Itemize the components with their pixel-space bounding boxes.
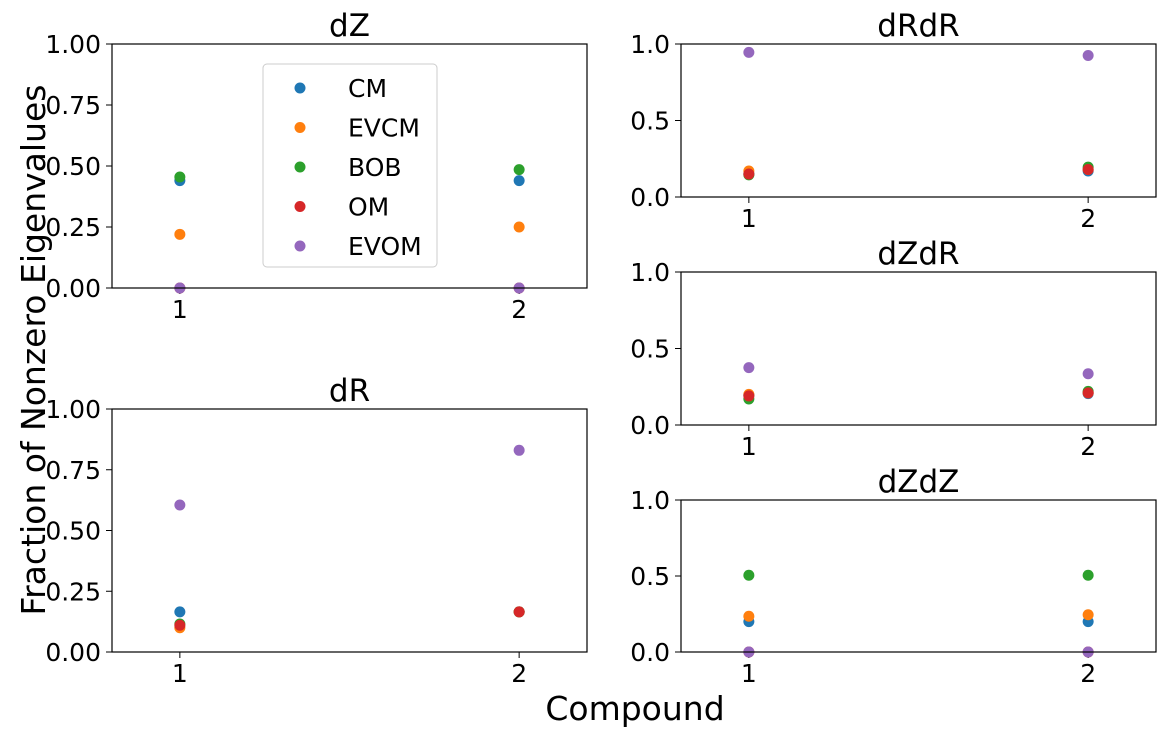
ytick-label: 0.0	[630, 638, 670, 667]
ytick-label: 0.25	[45, 213, 101, 242]
legend-marker-evcm	[294, 122, 306, 133]
ytick-label: 1.0	[630, 258, 670, 287]
point-evom-dR-2	[513, 444, 525, 456]
point-evcm-dZ-1	[174, 228, 186, 240]
ytick-label: 0.00	[45, 274, 101, 303]
ytick-label: 1.0	[630, 30, 670, 59]
point-evcm-dZ-2	[513, 221, 525, 233]
xtick-label: 2	[1080, 432, 1096, 461]
ytick-label: 0.25	[45, 577, 101, 606]
ytick-label: 0.0	[630, 183, 670, 212]
xtick-label: 1	[741, 659, 757, 688]
axes-frame-dZdR	[680, 271, 1157, 426]
figure-ylabel: Fraction of Nonzero Eigenvalues	[14, 85, 53, 616]
ytick-label: 0.00	[45, 638, 101, 667]
axes-frame-dR	[111, 408, 588, 653]
ytick-label: 0.50	[45, 517, 101, 546]
legend-marker-cm	[294, 82, 306, 94]
axes-frame-dZ	[111, 43, 588, 289]
legend-label-cm: CM	[348, 74, 387, 103]
xtick-label: 1	[172, 659, 188, 688]
point-evom-dRdR-2	[1082, 49, 1094, 61]
ytick-label: 0.75	[45, 456, 101, 485]
point-om-dR-1	[174, 619, 186, 631]
point-bob-dZdZ-2	[1082, 569, 1094, 581]
panel-title-dZdZ: dZdZ	[878, 464, 960, 500]
point-evom-dZdR-2	[1082, 368, 1094, 380]
point-evcm-dZdZ-1	[743, 610, 755, 622]
panel-title-dZ: dZ	[329, 8, 370, 44]
point-om-dRdR-2	[1082, 163, 1094, 175]
panel-title-dRdR: dRdR	[877, 8, 959, 44]
ytick-label: 0.50	[45, 152, 101, 181]
point-evom-dZdR-1	[743, 362, 755, 374]
ytick-label: 0.5	[630, 107, 670, 136]
point-evom-dRdR-1	[743, 46, 755, 58]
panels: dZ 0.00 0.25 0.50 0.75 1.00 1 2 dR 0.00 0.25 0.50 0.…	[45, 8, 1157, 688]
axes-frame-dZdZ	[680, 499, 1157, 653]
xtick-label: 2	[511, 295, 527, 324]
xtick-label: 1	[741, 432, 757, 461]
point-evcm-dZdZ-2	[1082, 609, 1094, 621]
panel-dR: dR 0.00 0.25 0.50 0.75 1.00 1 2	[45, 373, 588, 688]
point-bob-dZ-1	[174, 171, 186, 183]
point-om-dZdR-2	[1082, 387, 1094, 399]
xtick-label: 1	[172, 295, 188, 324]
ytick-label: 0.5	[630, 562, 670, 591]
ytick-label: 0.5	[630, 335, 670, 364]
xtick-label: 2	[511, 659, 527, 688]
legend-marker-evom	[294, 240, 306, 252]
point-bob-dZ-2	[513, 164, 525, 176]
xtick-label: 1	[741, 204, 757, 233]
axes-frame-dRdR	[680, 43, 1157, 198]
legend-label-evcm: EVCM	[348, 114, 420, 143]
point-om-dR-2	[513, 606, 525, 618]
panel-dZdZ: dZdZ 0.0 0.5 1.0 1 2	[630, 464, 1157, 688]
legend-marker-om	[294, 201, 306, 212]
point-cm-dZ-2	[513, 175, 525, 187]
figure-xlabel: Compound	[545, 689, 724, 728]
ytick-label: 1.0	[630, 486, 670, 515]
ytick-label: 0.75	[45, 91, 101, 120]
xtick-label: 2	[1080, 204, 1096, 233]
point-om-dRdR-1	[743, 168, 755, 180]
point-bob-dZdZ-1	[743, 569, 755, 581]
panel-dRdR: dRdR 0.0 0.5 1.0 1 2	[630, 8, 1157, 233]
panel-title-dR: dR	[329, 373, 370, 409]
legend-label-evom: EVOM	[348, 232, 422, 261]
xtick-label: 2	[1080, 659, 1096, 688]
point-om-dZdR-1	[743, 390, 755, 402]
point-evom-dR-1	[174, 499, 186, 511]
legend-label-om: OM	[348, 193, 389, 222]
legend-box	[262, 63, 438, 268]
panel-title-dZdR: dZdR	[877, 236, 959, 272]
ytick-label: 1.00	[45, 395, 101, 424]
panel-dZdR: dZdR 0.0 0.5 1.0 1 2	[630, 236, 1157, 461]
ytick-label: 0.0	[630, 411, 670, 440]
panel-dZ: dZ 0.00 0.25 0.50 0.75 1.00 1 2	[45, 8, 588, 324]
legend-marker-bob	[294, 161, 306, 173]
legend: CM EVCM BOB OM EVOM	[262, 63, 438, 268]
ytick-label: 1.00	[45, 30, 101, 59]
point-cm-dR-1	[174, 606, 186, 618]
legend-label-bob: BOB	[348, 153, 402, 182]
